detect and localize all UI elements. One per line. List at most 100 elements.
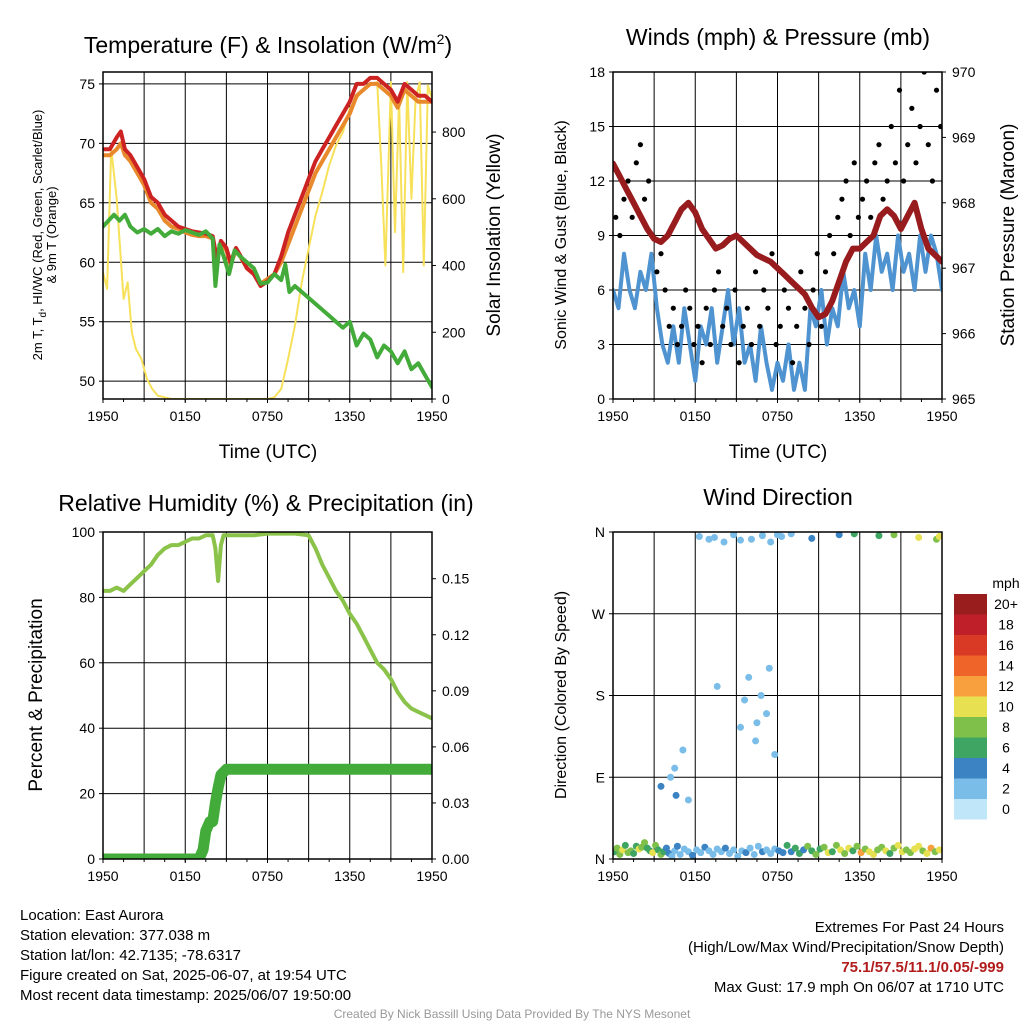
legend-label: 6 [1002,740,1010,756]
direction-point [753,719,761,727]
y-tick-label: N [595,851,605,867]
gust-point [773,341,779,348]
chart-title-1: Temperature (F) & Insolation (W/m2) [84,31,452,58]
gust-point [777,323,783,329]
legend-label: 8 [1002,719,1010,735]
y-tick-label: 75 [79,76,95,92]
gust-point [695,323,701,329]
y-tick-label: 70 [79,135,95,151]
extremes-subtitle: (High/Low/Max Wind/Precipitation/Snow De… [688,939,1004,956]
direction-point [820,843,828,851]
direction-point [695,533,703,541]
direction-point [935,846,942,854]
gust-point [843,178,849,184]
plot-border [102,531,433,860]
legend-label: 10 [998,699,1014,715]
gust-point [814,251,820,257]
y-tick-label: 60 [79,254,95,270]
direction-point [778,533,786,541]
gust-point [917,123,923,130]
gust-point [847,232,853,239]
plot-border [612,531,943,860]
gust-point [826,232,833,239]
x-tick-label: 0750 [762,868,793,884]
direction-point [734,852,742,859]
direction-point [720,538,728,546]
legend-label: 18 [998,617,1014,633]
chart-title-2: Winds (mph) & Pressure (mb) [626,24,930,50]
direction-point [621,841,629,849]
direction-point [721,844,729,852]
gust-point [691,341,697,348]
direction-point [763,710,771,718]
direction-point [915,842,923,850]
gust-point [654,269,660,275]
y-tick-label: 20 [79,786,95,802]
legend-swatch [954,594,987,615]
direction-point [828,848,836,856]
gust-point [732,287,738,293]
direction-point [662,844,670,852]
gust-point [789,360,796,366]
gust-point [781,287,787,293]
direction-point [668,852,676,859]
legend-label: 20+ [994,596,1018,612]
x-tick-label: 0750 [252,408,283,424]
y-right-tick-label: 969 [952,129,976,145]
x-tick-label: 0150 [170,868,201,884]
gust-point [637,142,644,148]
direction-point [736,723,744,731]
gust-point [785,305,792,311]
y-right-tick-label: 970 [952,64,976,80]
gust-point [740,323,746,329]
direction-point [935,533,942,541]
gust-point [674,341,681,348]
direction-point [671,764,679,772]
rh-plot-area [103,532,432,859]
direction-point [697,849,705,857]
direction-point [804,842,812,850]
direction-point [613,844,621,852]
gust-point [633,160,639,166]
x-tick-label: 0750 [762,408,793,424]
station-location: Location: East Aurora [20,907,164,924]
y-right-label-2: Station Pressure (Maroon) [998,124,1019,347]
direction-point [736,536,744,544]
legend-label: 0 [1002,801,1010,817]
gust-point [913,160,919,166]
direction-point [679,746,687,754]
direction-point [710,533,718,541]
credit-line: Created By Nick Bassill Using Data Provi… [333,1007,691,1021]
station-latlon: Station lat/lon: 42.7135; -78.6317 [20,947,242,964]
direction-point [676,850,684,858]
direction-point [713,682,721,690]
gust-point [687,305,693,311]
y-right-tick-label: 0.03 [442,795,469,811]
legend-swatch [954,635,987,656]
gust-point [864,178,870,184]
y-tick-label: 6 [597,282,605,298]
direction-point [890,532,898,539]
gust-point [888,123,894,130]
x-tick-label: 1350 [844,408,875,424]
wind-plot-area [613,72,942,392]
gust-point [736,360,742,366]
gust-point [855,214,861,220]
gust-point [901,178,907,184]
y-tick-label: 3 [597,337,605,353]
gust-point [748,341,755,348]
x-tick-label: 1950 [597,408,628,424]
y-right-tick-label: 968 [952,195,976,211]
direction-point [757,692,765,699]
y-right-tick-label: 0.12 [442,627,469,643]
gust-point [876,142,882,148]
gust-point [715,269,722,275]
direction-point [894,841,902,849]
y-tick-label: 18 [589,64,605,80]
x-tick-label: 1950 [87,408,118,424]
station-elevation: Station elevation: 377.038 m [20,927,211,944]
y-right-tick-label: 0.06 [442,739,469,755]
gust-point [728,341,734,348]
y-right-tick-label: 0.09 [442,683,469,699]
